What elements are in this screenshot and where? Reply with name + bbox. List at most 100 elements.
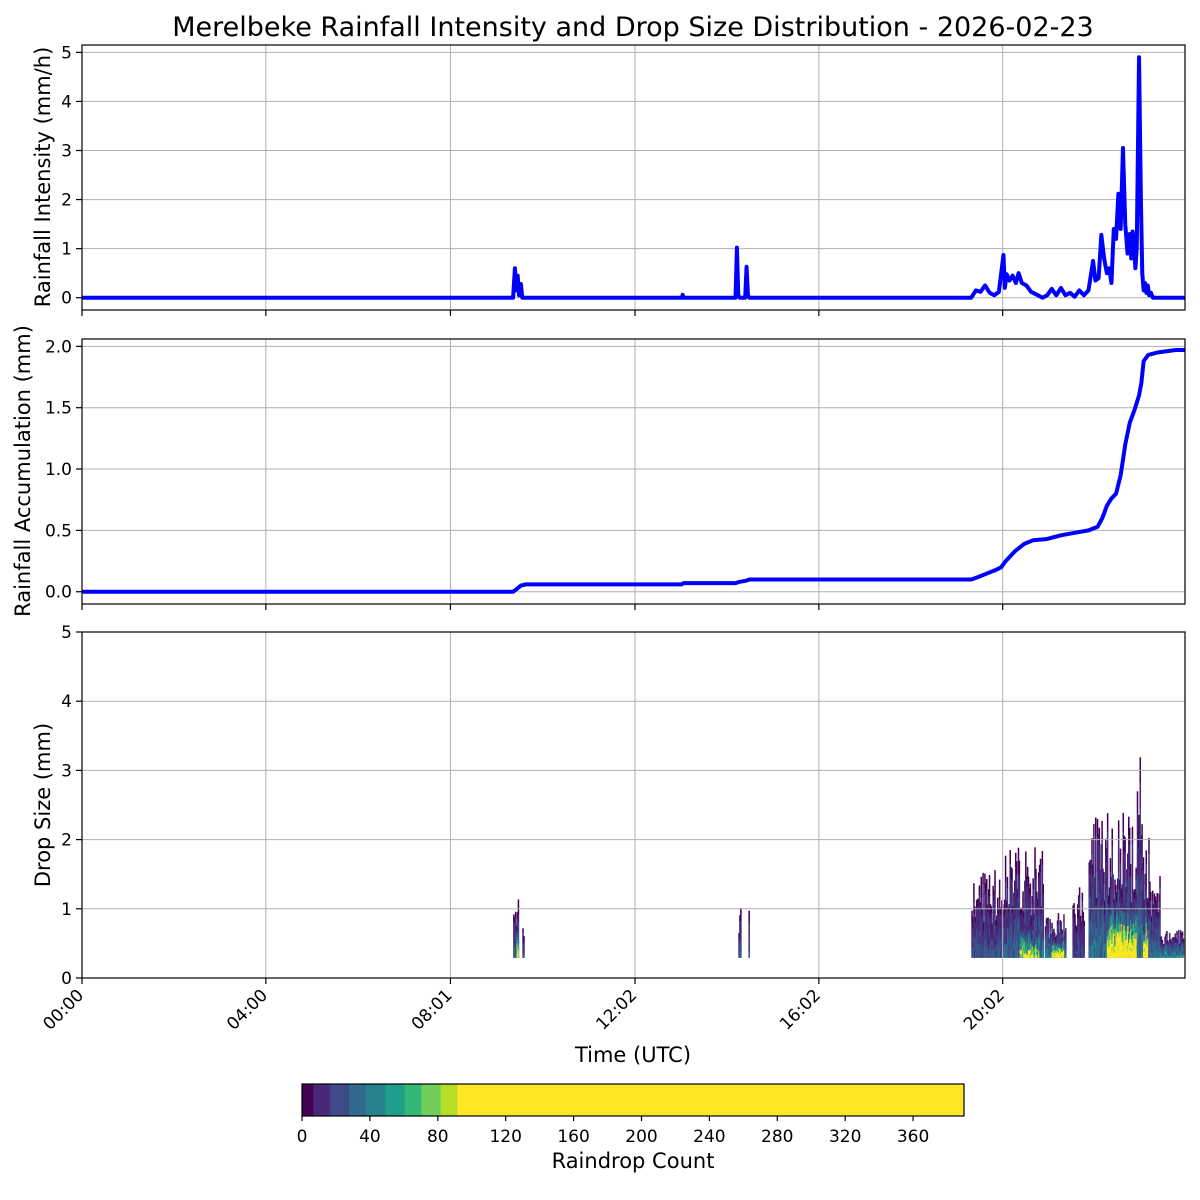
dsd-cell xyxy=(1017,929,1020,945)
dsd-cell xyxy=(1097,849,1100,866)
colorbar-step xyxy=(448,1084,453,1116)
dsd-cell xyxy=(1061,947,1064,950)
dsd-cell xyxy=(1035,950,1037,955)
dsd-cell xyxy=(1114,954,1116,958)
dsd-cell xyxy=(982,925,984,937)
colorbar-step xyxy=(335,1084,339,1116)
dsd-cell xyxy=(1163,952,1165,955)
dsd-cell xyxy=(1147,942,1149,947)
dsd-cell xyxy=(1006,886,1009,898)
dsd-cell xyxy=(522,950,524,955)
dsd-cell xyxy=(1025,904,1027,919)
dsd-cell xyxy=(1139,782,1142,808)
dsd-cell xyxy=(1131,938,1134,942)
dsd-cell xyxy=(1005,921,1008,930)
dsd-cell xyxy=(1033,949,1035,953)
dsd-cell xyxy=(990,925,993,933)
dsd-cell xyxy=(1107,937,1110,943)
dsd-cell xyxy=(1046,922,1049,929)
dsd-cell xyxy=(1151,907,1154,917)
dsd-cell xyxy=(1003,915,1005,923)
dsd-cell xyxy=(972,952,974,958)
dsd-cell xyxy=(1044,926,1047,931)
dsd-cell xyxy=(1088,945,1091,958)
dsd-cell xyxy=(1008,910,1011,918)
dsd-cell xyxy=(978,912,981,922)
dsd-cell xyxy=(1117,820,1120,839)
dsd-cell xyxy=(1158,909,1160,919)
dsd-cell xyxy=(1107,949,1110,954)
dsd-cell xyxy=(1161,944,1164,947)
dsd-cell xyxy=(993,932,995,942)
dsd-cell xyxy=(523,944,525,948)
dsd-cell xyxy=(1054,937,1057,941)
dsd-cell xyxy=(982,946,984,958)
dsd-cell xyxy=(1072,944,1074,952)
dsd-cell xyxy=(1063,919,1065,926)
dsd-cell xyxy=(1003,928,1006,937)
dsd-cell xyxy=(1008,904,1011,912)
dsd-cell xyxy=(1179,955,1181,958)
dsd-cell xyxy=(1132,945,1135,953)
dsd-cell xyxy=(1153,941,1156,950)
dsd-cell xyxy=(989,943,992,952)
dsd-cell xyxy=(1150,921,1153,928)
dsd-cell xyxy=(1148,867,1150,884)
dsd-cell xyxy=(1109,939,1112,946)
dsd-cell xyxy=(1042,893,1045,904)
dsd-cell xyxy=(523,951,525,956)
dsd-cell xyxy=(1062,947,1065,951)
dsd-cell xyxy=(1119,946,1122,953)
dsd-cell xyxy=(1029,901,1032,912)
dsd-cell xyxy=(1158,941,1160,950)
dsd-cell xyxy=(1142,937,1145,943)
dsd-cell xyxy=(992,894,994,905)
dsd-cell xyxy=(1142,949,1145,954)
dsd-cell xyxy=(1049,947,1051,954)
dsd-cell xyxy=(1013,941,1015,950)
dsd-cell xyxy=(1057,941,1059,944)
dsd-cell xyxy=(1060,921,1062,927)
dsd-cell xyxy=(1040,944,1043,952)
dsd-cell xyxy=(1062,954,1065,958)
dsd-cell xyxy=(1143,899,1146,907)
dsd-cell xyxy=(1089,896,1091,910)
dsd-cell xyxy=(1106,939,1109,945)
dsd-cell xyxy=(997,921,1000,928)
dsd-cell xyxy=(1065,928,1067,933)
colorbar-tick-label: 240 xyxy=(693,1127,725,1147)
dsd-cell xyxy=(1141,923,1143,942)
dsd-cell xyxy=(1145,934,1147,941)
dsd-cell xyxy=(1128,922,1130,941)
dsd-cell xyxy=(1048,943,1051,946)
dsd-cell xyxy=(1073,936,1075,945)
dsd-cell xyxy=(1161,955,1164,958)
dsd-cell xyxy=(1124,897,1126,913)
dsd-cell xyxy=(1088,921,1091,935)
dsd-cell xyxy=(1053,932,1055,937)
dsd-cell xyxy=(1096,905,1099,924)
dsd-cell xyxy=(1020,946,1022,951)
dsd-cell xyxy=(1152,924,1155,932)
dsd-cell xyxy=(1022,941,1024,946)
dsd-cell xyxy=(1052,954,1055,958)
dsd-cell xyxy=(1010,934,1012,947)
dsd-cell xyxy=(974,952,977,958)
dsd-cell xyxy=(1090,920,1092,934)
dsd-cell xyxy=(1037,935,1039,944)
dsd-cell xyxy=(516,917,519,925)
dsd-cell xyxy=(1132,951,1135,958)
dsd-cell xyxy=(981,939,983,946)
dsd-cell xyxy=(1004,855,1007,869)
dsd-cell xyxy=(985,882,987,893)
dsd-cell xyxy=(1129,935,1132,942)
dsd-cell xyxy=(1022,937,1024,943)
dsd-cell xyxy=(1057,943,1059,946)
dsd-cell xyxy=(1025,938,1027,942)
dsd-cell xyxy=(971,933,973,941)
dsd-cell xyxy=(1182,954,1185,958)
dsd-cell xyxy=(1125,913,1127,923)
dsd-cell xyxy=(1156,925,1159,934)
dsd-cell xyxy=(1117,932,1120,940)
dsd-cell xyxy=(1129,946,1132,953)
